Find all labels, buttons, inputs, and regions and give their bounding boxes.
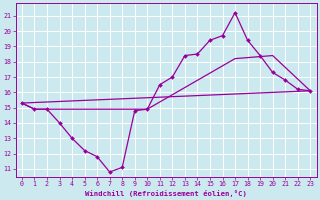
X-axis label: Windchill (Refroidissement éolien,°C): Windchill (Refroidissement éolien,°C) (85, 190, 247, 197)
